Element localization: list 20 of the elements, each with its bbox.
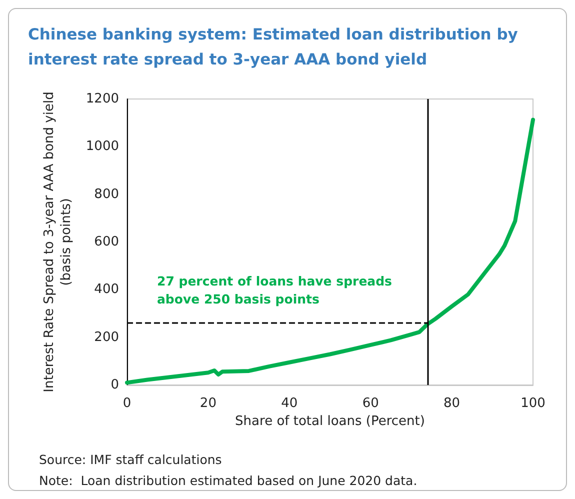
line-series [125,118,535,385]
y-tick-label: 200 [94,330,119,345]
y-tick-label: 1000 [86,139,119,154]
x-tick-label: 20 [200,396,216,411]
text: Note: Loan distribution estimated based on June 2020 data. [39,473,418,488]
y-axis-title: Interest Rate Spread to 3-year AAA bond yield (basis points) [42,92,74,392]
chart-title: Chinese banking system: Estimated loan distribution by interest rate spread to 3-year AAA bond yield [28,26,524,68]
y-tick-label: 600 [94,234,119,250]
annotation: 27 percent of loans have spreads above 250 basis points [157,274,392,306]
source-note: Source: IMF staff calculations [39,452,222,467]
x-axis-title: Share of total loans (Percent) [235,414,425,429]
x-tick-label: 60 [362,396,379,411]
y-tick-label: 800 [94,186,119,202]
x-tick-label: 100 [520,396,546,411]
x-tick-label: 80 [444,396,460,411]
x-tick-label: 0 [122,396,132,411]
x-tick-label: 40 [281,396,298,411]
y-tick-label: 1200 [86,92,119,106]
y-tick-label: 0 [110,378,119,392]
y-tick-label: 400 [94,282,119,298]
